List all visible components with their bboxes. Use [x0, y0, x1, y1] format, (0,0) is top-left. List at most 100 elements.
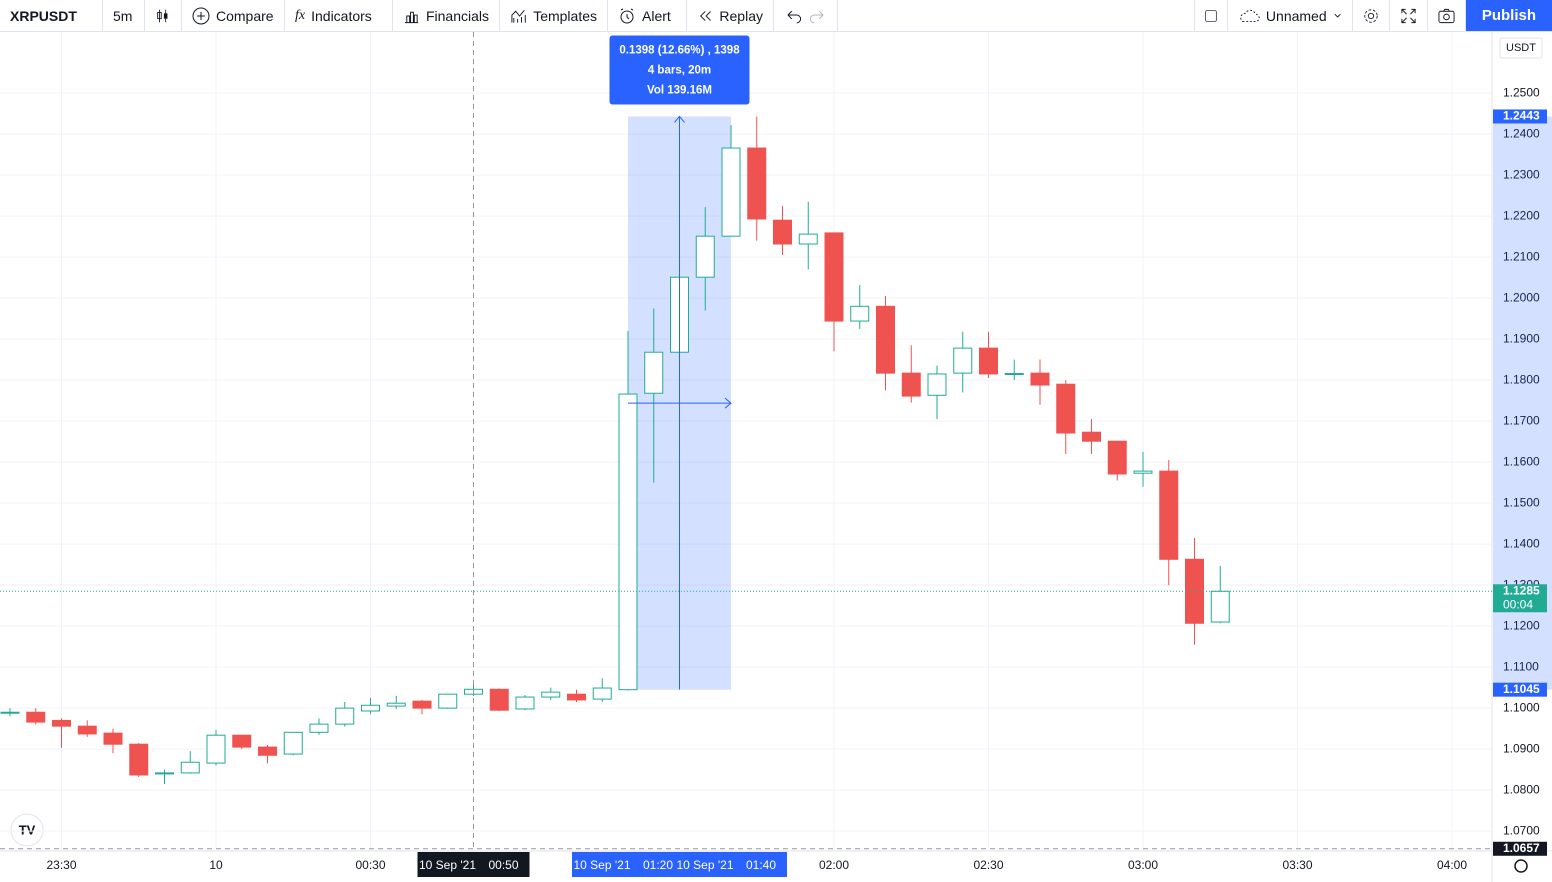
measure-text: Vol 139.16M [647, 84, 712, 96]
indicators-button[interactable]: fx Indicators [285, 0, 393, 31]
measure-arrow-head [674, 115, 685, 123]
replay-button[interactable]: Replay [687, 0, 774, 31]
y-tick-label: 1.0700 [1503, 823, 1540, 837]
time-tag-date: 10 Sep '21 [676, 858, 733, 872]
candle-body [927, 373, 947, 396]
candle-body [232, 734, 252, 748]
candle-body [1210, 590, 1230, 623]
candle-body [798, 233, 818, 245]
button-label: Alert [642, 7, 671, 24]
candle-body [901, 372, 921, 397]
symbol[interactable]: XRPUSDT [0, 0, 103, 31]
y-tick-label: 1.2400 [1503, 126, 1540, 140]
alert-button[interactable]: Alert [608, 0, 687, 31]
price-tag-label: 1.0657 [1503, 841, 1540, 855]
y-tick-label: 1.1400 [1503, 536, 1540, 550]
y-tick-label: 1.1100 [1503, 659, 1539, 673]
interval[interactable]: 5m [103, 0, 145, 31]
y-tick-label: 1.0800 [1503, 782, 1540, 796]
candle-body [258, 746, 277, 756]
x-tick-label: 04:00 [1437, 858, 1467, 872]
x-tick-label: 10 [209, 858, 223, 872]
candle-body [103, 732, 123, 745]
candle-body [876, 305, 895, 374]
price-tag-label: 1.1045 [1503, 682, 1540, 696]
tv-logo: TV [10, 813, 44, 847]
x-tick-label: 23:30 [46, 858, 76, 872]
candle-body [438, 693, 458, 709]
time-tag [572, 852, 684, 877]
financials-button[interactable]: Financials [393, 0, 500, 31]
currency-label: USDT [1506, 42, 1536, 54]
candle-body [129, 743, 149, 776]
x-tick-label: 02:00 [819, 858, 849, 872]
price-tag [1493, 841, 1547, 856]
time-tag [675, 852, 787, 877]
layout-label: Unnamed [1265, 7, 1327, 24]
button-label: Compare [216, 7, 274, 24]
candle-body [412, 700, 432, 709]
candle-body [361, 704, 380, 712]
templates-button[interactable]: Templates [500, 0, 608, 31]
candle-body [592, 687, 612, 700]
y-tick-label: 1.1500 [1503, 495, 1540, 509]
svg-text:TV: TV [19, 822, 36, 837]
candle-body [979, 347, 998, 375]
y-tick-label: 1.1600 [1503, 454, 1540, 468]
y-tick-label: 1.2500 [1503, 85, 1540, 99]
price-tag-label: 1.2443 [1503, 109, 1540, 123]
y-tick-label: 1.2000 [1503, 290, 1540, 304]
time-tag-date: 10 Sep '21 [573, 858, 630, 872]
candle-body [541, 691, 561, 698]
candle-body [850, 305, 870, 322]
candle-body [1056, 383, 1076, 434]
publish-button[interactable]: Publish [1465, 0, 1552, 31]
candle-body [695, 235, 715, 278]
fullscreen-button[interactable] [1390, 0, 1428, 31]
candle-body [747, 147, 767, 220]
undo-redo[interactable] [774, 0, 838, 31]
price-tag [1493, 584, 1547, 613]
settings-button[interactable] [1353, 0, 1390, 31]
compare-button[interactable]: Compare [182, 0, 285, 31]
candle-body [1133, 470, 1153, 474]
y-tick-label: 1.1700 [1503, 413, 1540, 427]
price-axis [1492, 32, 1552, 882]
candle-body [1004, 373, 1024, 376]
price-tag [1493, 682, 1547, 697]
toolbar: XRPUSDT 5m Compare fx Indicators Financia… [0, 0, 1552, 32]
time-tag-time: 01:20 [643, 858, 673, 872]
layout-button[interactable] [1193, 0, 1228, 31]
candle-body [953, 347, 973, 374]
candle-body [515, 696, 535, 710]
measure-text: 0.1398 (12.66%) , 1398 [619, 44, 740, 56]
candle-body [26, 711, 46, 723]
price-tag [1493, 109, 1547, 124]
snapshot-button[interactable] [1428, 0, 1466, 31]
candle-body [824, 232, 844, 322]
currency-box[interactable] [1499, 37, 1543, 59]
candle-body [0, 711, 20, 714]
measure-text: 4 bars, 20m [648, 64, 711, 76]
candle-body [773, 219, 792, 245]
candle-body [644, 351, 664, 394]
y-tick-label: 1.1000 [1503, 700, 1540, 714]
measure-arrow-head [724, 397, 732, 409]
layout-name[interactable]: Unnamed [1228, 0, 1353, 31]
candle-body [489, 688, 509, 711]
x-tick-label: 02:30 [973, 858, 1003, 872]
y-tick-label: 1.2200 [1503, 208, 1540, 222]
countdown: 00:04 [1503, 597, 1533, 611]
time-tag-time: 00:50 [488, 858, 518, 872]
time-tag [417, 852, 530, 877]
button-label: Replay [719, 7, 763, 24]
price-tag-label: 1.1285 [1503, 583, 1540, 597]
chart-style[interactable] [145, 0, 182, 31]
candle-body [1030, 372, 1050, 386]
settings-icon[interactable] [1514, 859, 1528, 873]
y-tick-label: 1.1900 [1503, 331, 1540, 345]
candle-body [567, 693, 586, 701]
y-tick-label: 1.1200 [1503, 618, 1540, 632]
